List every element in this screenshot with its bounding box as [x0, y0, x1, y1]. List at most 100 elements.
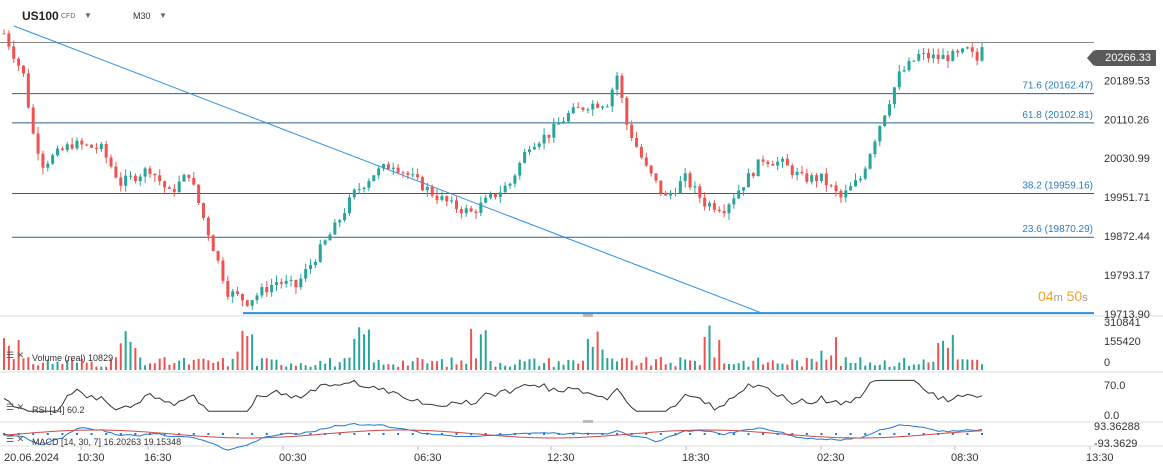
volume-bar — [129, 341, 132, 370]
volume-bar — [693, 360, 696, 370]
volume-bar — [27, 357, 30, 370]
rsi-line — [3, 379, 983, 412]
time-axis-label: 02:30 — [817, 452, 845, 464]
volume-bar — [805, 357, 808, 370]
macd-histogram-bar — [849, 433, 852, 435]
candle-body — [289, 279, 293, 281]
volume-bar — [873, 365, 876, 370]
candle-body — [26, 73, 30, 108]
candle-body — [980, 47, 984, 61]
macd-value-1: 16.20263 — [103, 437, 142, 447]
volume-bar — [445, 366, 448, 370]
candle-body — [309, 264, 313, 270]
volume-bar — [270, 359, 273, 370]
volume-bar — [499, 362, 502, 370]
volume-bar — [348, 357, 351, 370]
candle-body — [523, 152, 527, 163]
candle-body — [469, 208, 473, 212]
volume-bar — [951, 334, 954, 370]
volume-bar — [835, 337, 838, 370]
volume-settings-icon[interactable]: ☰ ✕ — [6, 350, 25, 360]
countdown-minutes-unit: m — [1053, 292, 1063, 304]
volume-bar — [314, 365, 317, 370]
rsi-settings-icon[interactable]: ☰ ✕ — [6, 402, 25, 412]
volume-bar — [465, 363, 468, 370]
timeframe-selector[interactable]: M30 — [133, 11, 151, 21]
volume-label: Volume (real) — [32, 353, 86, 363]
macd-histogram-bar — [645, 433, 648, 435]
candle-body — [586, 109, 590, 111]
candle-body — [810, 175, 814, 182]
volume-bar — [22, 358, 25, 370]
candle-body — [255, 295, 259, 301]
macd-histogram-bar — [90, 433, 93, 435]
volume-bar — [543, 362, 546, 370]
volume-bar — [363, 334, 366, 370]
candle-body — [362, 187, 366, 190]
macd-histogram-bar — [3, 433, 5, 435]
volume-bar — [119, 343, 122, 370]
candle-body — [649, 165, 653, 174]
candle-body — [581, 107, 585, 110]
volume-bar — [893, 366, 896, 370]
candle-body — [829, 185, 833, 187]
volume-bar — [650, 365, 653, 370]
volume-bar — [144, 365, 147, 370]
candle-body — [673, 193, 677, 195]
macd-histogram-bar — [338, 433, 341, 435]
volume-bar — [12, 359, 15, 370]
candle-body — [946, 55, 950, 62]
time-axis-label: 12:30 — [547, 452, 575, 464]
macd-histogram-bar — [134, 433, 137, 435]
volume-bar — [810, 358, 813, 370]
macd-histogram-bar — [864, 433, 867, 435]
candle-body — [435, 195, 439, 200]
volume-bar — [878, 364, 881, 370]
volume-bar — [421, 359, 424, 370]
volume-bar — [766, 362, 769, 370]
countdown-seconds: 50 — [1066, 288, 1083, 304]
candle-body — [965, 47, 969, 49]
candle-body — [970, 47, 974, 52]
candle-body — [489, 193, 493, 198]
volume-bar — [562, 364, 565, 370]
candle-body — [265, 287, 269, 293]
volume-bar — [37, 365, 40, 370]
volume-bar — [606, 358, 609, 370]
candle-body — [941, 55, 945, 60]
volume-bar — [523, 361, 526, 370]
macd-settings-icon[interactable]: ☰ ✕ — [6, 434, 25, 444]
volume-bar — [674, 366, 677, 370]
panel-resize-handle — [583, 314, 593, 317]
macd-histogram-bar — [747, 433, 750, 435]
candle-body — [294, 279, 298, 288]
candle-body — [416, 174, 420, 178]
candle-body — [75, 140, 79, 149]
chevron-down-icon[interactable]: ▼ — [159, 11, 167, 20]
volume-bar — [41, 362, 44, 370]
candle-body — [863, 168, 867, 179]
macd-histogram-bar — [221, 433, 224, 435]
candle-body — [459, 209, 463, 214]
volume-bar — [187, 364, 190, 370]
symbol-label[interactable]: US100 — [22, 9, 59, 23]
volume-bar — [158, 358, 161, 370]
candle-body — [221, 260, 225, 281]
candle-body — [493, 193, 497, 198]
macd-histogram-bar — [951, 433, 954, 435]
volume-bar — [762, 364, 765, 370]
candle-body — [284, 280, 288, 284]
chevron-down-icon[interactable]: ▼ — [84, 11, 92, 20]
volume-bar — [66, 359, 69, 370]
candle-body — [197, 184, 201, 204]
volume-bar — [932, 361, 935, 370]
candle-body — [849, 186, 853, 191]
volume-bar — [153, 363, 156, 370]
time-axis-label: 10:30 — [77, 452, 105, 464]
volume-bar — [299, 363, 302, 370]
candle-body — [844, 190, 848, 198]
chart-header: US100 CFD ▼ M30 ▼ — [0, 0, 1163, 30]
macd-indicator-label: MACD [14, 30, 7] 16.20263 19.15348 — [32, 437, 181, 447]
